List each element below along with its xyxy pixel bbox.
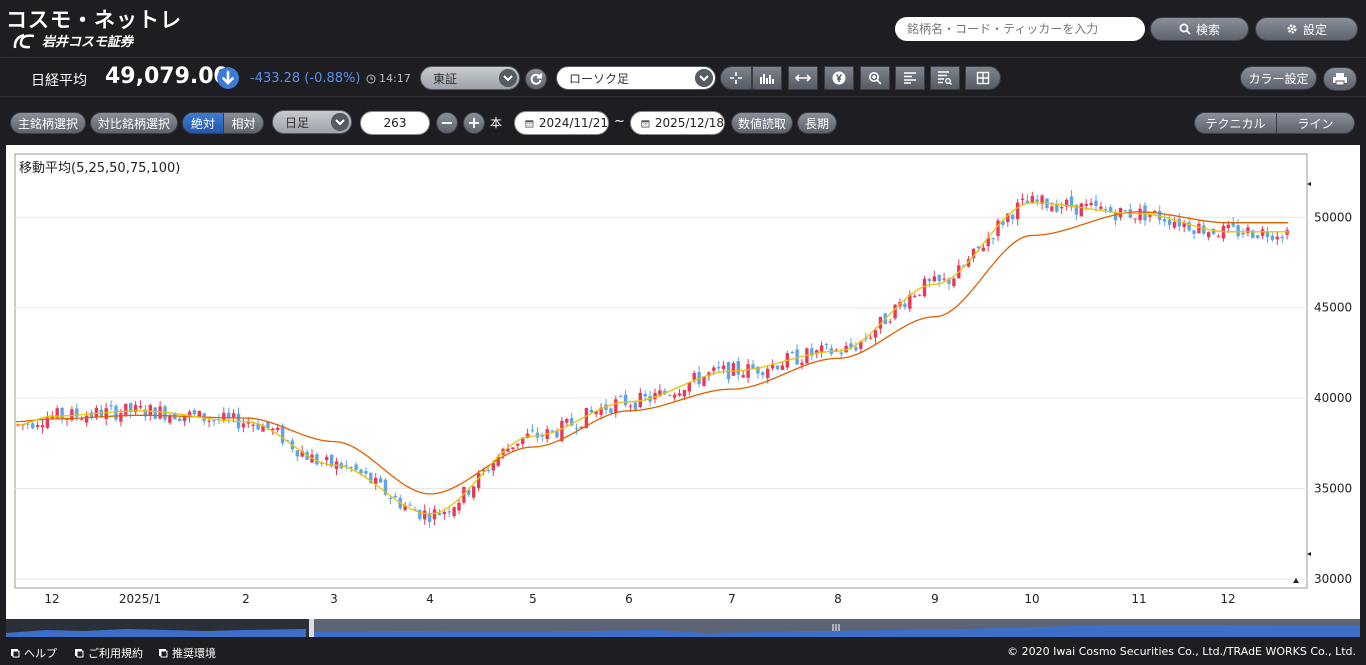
arrow-down-icon [217,67,239,89]
grid-tool[interactable] [965,66,1001,90]
app-logo: コスモ・ネットレ [6,8,182,32]
environment-link-label: 推奨環境 [172,647,216,660]
bar-chart-icon [760,74,774,84]
navigator-left-handle[interactable] [309,619,314,637]
minus-button[interactable]: − [436,112,458,134]
compare-symbol-select-button[interactable]: 対比銘柄選択 [90,112,178,134]
align-tool[interactable] [895,66,925,90]
search-icon [1179,23,1191,35]
app-header: コスモ・ネットレ 岩井コスモ証券 検索 設定 [0,0,1366,58]
printer-icon [1333,73,1347,86]
update-time: 14:17 [366,72,411,85]
line-tab[interactable]: ライン [1275,113,1354,133]
color-settings-label: カラー設定 [1248,71,1309,86]
horizontal-arrows-icon [795,74,811,82]
date-to-value: 2025/12/18 [654,116,724,130]
refresh-icon [530,73,542,85]
date-from-value: 2024/11/21 [538,116,608,130]
index-change: -433.28 (-0.88%) [250,71,361,86]
quote-bar: 日経平均 49,079.00 -433.28 (-0.88%) 14:17 東証… [0,59,1366,97]
crosshair-icon [730,72,742,84]
terms-link[interactable]: ご利用規約 [74,645,143,661]
company-name: 岩井コスモ証券 [42,35,134,50]
footer: ヘルプ ご利用規約 推奨環境 © 2020 Iwai Cosmo Securit… [0,638,1366,665]
chevron-down-icon [499,69,517,87]
help-link-label: ヘルプ [24,647,57,660]
period-select[interactable]: 日足 [272,110,352,134]
list-search-icon [938,71,952,85]
chevron-down-icon [695,69,713,87]
currency-tool[interactable] [824,66,854,90]
environment-link[interactable]: 推奨環境 [158,645,216,661]
index-value: 49,079.00 [105,64,229,89]
plus-button[interactable]: + [463,112,485,134]
calendar-icon [641,119,650,128]
clock-icon [366,74,376,83]
company-logo: 岩井コスモ証券 [12,31,133,50]
plus-icon: + [467,113,481,132]
update-time-label: 14:17 [379,72,411,85]
chevron-down-icon [331,113,349,131]
print-button[interactable] [1323,67,1357,91]
volume-tool[interactable] [752,66,782,90]
market-select[interactable]: 東証 [420,66,520,90]
read-values-button[interactable]: 数値読取 [731,112,793,134]
color-settings-button[interactable]: カラー設定 [1240,66,1317,90]
link-icon [11,649,20,658]
settings-button-label: 設定 [1302,22,1327,37]
settings-button[interactable]: 設定 [1255,17,1358,41]
crosshair-tool[interactable] [720,66,752,90]
technical-tab[interactable]: テクニカル [1205,116,1266,131]
link-icon [75,649,84,658]
range-tool[interactable] [788,66,818,90]
terms-link-label: ご利用規約 [88,647,143,660]
absolute-relative-toggle: 絶対 相対 [182,112,264,134]
link-icon [159,649,168,658]
yen-icon [832,71,846,85]
navigator-grip-icon[interactable] [832,624,840,631]
bar-count-unit: 本 [490,116,503,130]
calendar-icon [525,119,534,128]
symbol-search-input[interactable] [895,17,1145,41]
zoom-icon [869,72,882,85]
main-symbol-select-button[interactable]: 主銘柄選択 [10,112,86,134]
gear-icon [1287,24,1297,34]
refresh-button[interactable] [525,68,547,90]
chart-type-select[interactable]: ローソク足 [556,66,716,90]
chart-navigator[interactable] [6,619,1360,637]
moving-average-label: 移動平均(5,25,50,75,100) [19,161,181,176]
chart-area[interactable] [6,145,1360,619]
search-button-label: 検索 [1195,22,1220,37]
zoom-tool[interactable] [860,66,890,90]
date-range-separator: ~ [614,114,625,129]
technical-line-toggle: テクニカル ライン [1194,112,1355,134]
chart-controls: 主銘柄選択 対比銘柄選択 絶対 相対 日足 263 − + 本 2024/11/… [0,98,1366,144]
align-left-icon [904,72,916,84]
list-search-tool[interactable] [930,66,960,90]
navigator-history-area [6,629,306,637]
date-to-input[interactable]: 2025/12/18 [630,111,725,135]
relative-toggle[interactable]: 相対 [222,113,263,133]
search-button[interactable]: 検索 [1150,17,1249,41]
copyright: © 2020 Iwai Cosmo Securities Co., Ltd./T… [1007,645,1356,658]
help-link[interactable]: ヘルプ [10,645,57,661]
grid-icon [976,71,990,85]
chart-type-select-value: ローソク足 [569,71,630,86]
company-logo-icon [13,33,35,48]
long-term-button[interactable]: 長期 [797,112,837,134]
minus-icon: − [440,113,454,132]
date-from-input[interactable]: 2024/11/21 [514,111,609,135]
period-select-value: 日足 [285,115,310,130]
index-name: 日経平均 [31,73,87,89]
bar-count-input[interactable]: 263 [360,111,430,135]
market-select-value: 東証 [433,71,458,86]
absolute-toggle[interactable]: 絶対 [183,113,223,133]
